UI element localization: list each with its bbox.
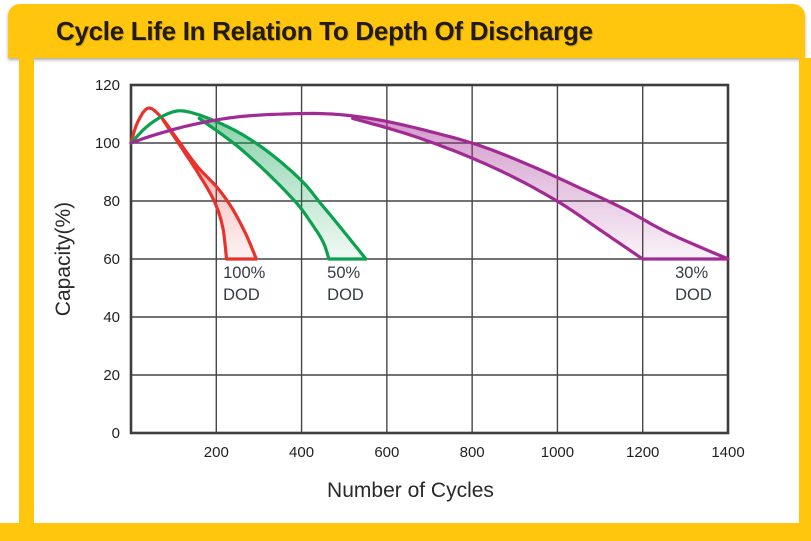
header-bar: Cycle Life In Relation To Depth Of Disch…: [8, 4, 805, 58]
x-tick-label: 600: [374, 444, 399, 461]
svg-text:DOD: DOD: [675, 286, 712, 304]
band-100-dod: 100% DOD: [129, 106, 266, 304]
x-tick-label: 1000: [541, 444, 574, 461]
band-50-dod: 50% DOD: [129, 109, 368, 304]
x-tick-label: 400: [289, 444, 314, 461]
dod-label-50: 50% DOD: [327, 264, 364, 304]
x-tick-label: 800: [460, 444, 485, 461]
x-tick-label: 1400: [711, 444, 744, 461]
x-tick-label: 1200: [626, 444, 659, 461]
y-tick-label: 80: [103, 193, 120, 210]
tick-labels: 0 20 40 60 80 100 120 200 400 600 800 1000 1200 1400: [95, 77, 745, 461]
svg-text:DOD: DOD: [327, 286, 364, 304]
x-tick-label: 200: [204, 444, 229, 461]
svg-text:100%: 100%: [223, 264, 266, 282]
y-tick-label: 60: [103, 251, 120, 268]
band-30-dod: 30% DOD: [129, 111, 730, 304]
svg-text:DOD: DOD: [223, 286, 260, 304]
y-tick-label: 40: [103, 309, 120, 326]
y-tick-label: 100: [95, 135, 120, 152]
page-title: Cycle Life In Relation To Depth Of Disch…: [56, 15, 593, 46]
y-tick-label: 20: [103, 367, 120, 384]
panel-left-border: [19, 58, 34, 541]
x-axis-title: Number of Cycles: [327, 479, 494, 502]
panel-right-border: [799, 58, 811, 541]
svg-text:30%: 30%: [675, 264, 708, 282]
y-axis-title: Capacity(%): [52, 202, 75, 316]
y-tick-label: 120: [95, 77, 120, 94]
panel-bottom-border: [0, 523, 811, 541]
dod-label-30: 30% DOD: [675, 264, 712, 304]
dod-label-100: 100% DOD: [223, 264, 266, 304]
svg-text:50%: 50%: [327, 264, 360, 282]
y-tick-label: 0: [112, 425, 120, 442]
